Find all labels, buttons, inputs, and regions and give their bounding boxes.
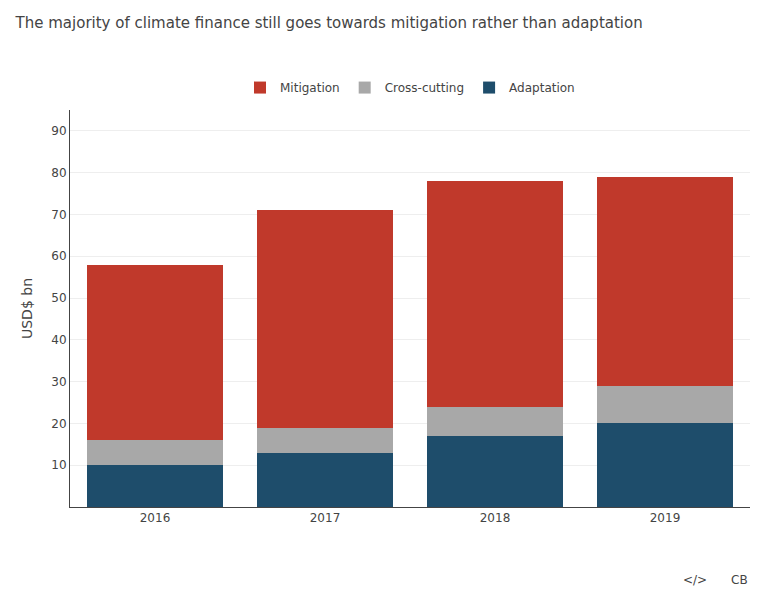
- svg-text:2016: 2016: [140, 511, 171, 525]
- svg-text:80: 80: [51, 166, 66, 180]
- svg-text:50: 50: [51, 291, 66, 305]
- svg-text:CB: CB: [731, 573, 748, 587]
- svg-text:10: 10: [51, 458, 66, 472]
- svg-text:20: 20: [51, 417, 66, 431]
- svg-text:30: 30: [51, 375, 66, 389]
- svg-text:40: 40: [51, 333, 66, 347]
- svg-text:2018: 2018: [480, 511, 511, 525]
- svg-text:60: 60: [51, 249, 66, 263]
- svg-text:90: 90: [51, 124, 66, 138]
- svg-text:The majority of climate financ: The majority of climate finance still go…: [15, 14, 643, 32]
- svg-text:</>: </>: [683, 573, 707, 587]
- svg-text:2017: 2017: [310, 511, 341, 525]
- svg-text:Cross-cutting: Cross-cutting: [385, 81, 464, 95]
- svg-text:USD$ bn: USD$ bn: [19, 278, 35, 339]
- svg-text:Adaptation: Adaptation: [509, 81, 575, 95]
- svg-text:Mitigation: Mitigation: [280, 81, 340, 95]
- svg-text:2019: 2019: [650, 511, 681, 525]
- svg-text:70: 70: [51, 208, 66, 222]
